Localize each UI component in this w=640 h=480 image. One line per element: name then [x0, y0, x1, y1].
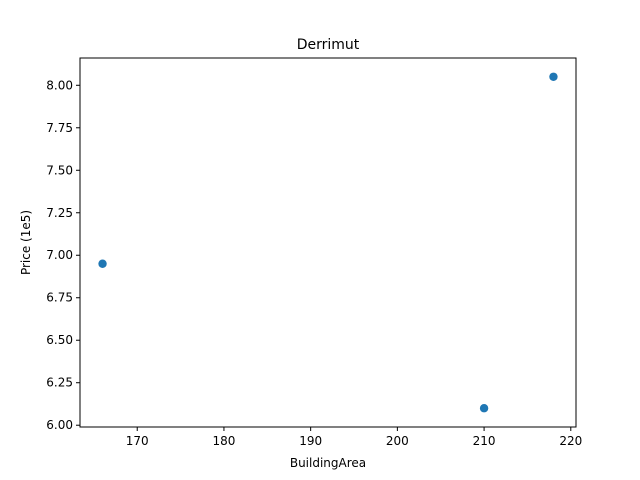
y-tick-label: 6.75: [46, 291, 73, 305]
chart-title: Derrimut: [297, 37, 360, 53]
data-points: [98, 72, 558, 413]
plot-area-frame: [79, 57, 577, 428]
x-tick-label: 180: [212, 434, 235, 448]
x-tick-label: 220: [559, 434, 582, 448]
y-axis-ticks: 6.00 6.25 6.50 6.75 7.00 7.25 7.50 7.75 8.00: [46, 78, 80, 432]
y-tick-label: 6.25: [46, 376, 73, 390]
y-tick-label: 7.50: [46, 163, 73, 177]
x-tick-label: 210: [473, 434, 496, 448]
data-point: [549, 72, 558, 81]
y-tick-label: 7.75: [46, 121, 73, 135]
x-axis-ticks: 170 180 190 200 210 220: [126, 427, 582, 448]
y-tick-label: 8.00: [46, 78, 73, 92]
y-tick-label: 7.25: [46, 206, 73, 220]
x-tick-label: 190: [299, 434, 322, 448]
x-axis-label: BuildingArea: [290, 456, 366, 470]
y-tick-label: 6.50: [46, 333, 73, 347]
x-tick-label: 170: [126, 434, 149, 448]
y-axis-label: Price (1e5): [19, 210, 33, 275]
data-point: [479, 404, 489, 413]
y-tick-label: 7.00: [46, 248, 73, 262]
data-point: [98, 259, 107, 268]
y-tick-label: 6.00: [46, 418, 73, 432]
x-tick-label: 200: [386, 434, 409, 448]
